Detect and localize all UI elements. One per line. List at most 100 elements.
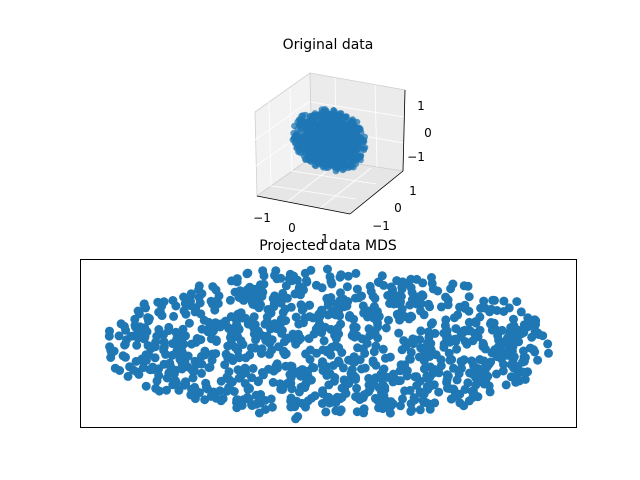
scatter-point-2d: [373, 396, 383, 406]
scatter-point-2d: [324, 380, 334, 390]
scatter-point-2d: [406, 274, 416, 284]
scatter-point-2d: [249, 312, 259, 322]
scatter-point-2d: [105, 326, 114, 336]
scatter-point-2d: [259, 271, 269, 281]
scatter-point-2d: [410, 395, 420, 405]
scatter-point-2d: [227, 377, 237, 387]
scatter-point-2d: [396, 360, 406, 370]
scatter-point-2d: [486, 318, 496, 327]
scatter-point-2d: [161, 349, 171, 359]
scatter-point-3d: [350, 153, 358, 160]
scatter-point-2d: [109, 346, 119, 356]
scatter-points-3d: [289, 106, 369, 175]
scatter-point-2d: [331, 406, 341, 416]
scatter-point-3d: [302, 111, 309, 119]
scatter-point-2d: [237, 400, 247, 410]
scatter-point-2d: [413, 292, 423, 302]
scatter-point-2d: [419, 397, 429, 407]
scatter-point-2d: [426, 339, 436, 348]
scatter-point-2d: [315, 312, 325, 322]
scatter-point-2d: [245, 282, 255, 292]
scatter-point-2d: [290, 289, 300, 299]
scatter-point-2d: [327, 279, 337, 289]
scatter-point-2d: [179, 339, 189, 349]
scatter-point-2d: [176, 364, 186, 374]
x-tick-label-1: 1: [321, 232, 329, 246]
scatter-point-2d: [280, 350, 290, 360]
scatter-point-2d: [272, 359, 282, 369]
scatter-point-2d: [267, 335, 277, 345]
scatter-point-2d: [295, 282, 305, 292]
scatter-point-2d: [135, 322, 145, 332]
scatter-point-2d: [323, 310, 333, 320]
scatter-point-2d: [336, 288, 345, 298]
scatter-point-2d: [343, 297, 353, 306]
scatter-point-2d: [126, 331, 136, 341]
scatter-point-2d: [268, 294, 278, 304]
scatter-point-2d: [291, 312, 301, 322]
scatter-point-2d: [381, 353, 390, 363]
scatter-point-2d: [393, 311, 403, 321]
scatter-point-2d: [347, 365, 357, 374]
scatter-point-2d: [512, 297, 522, 307]
scatter-point-2d: [467, 356, 477, 366]
scatter-point-2d: [445, 355, 455, 365]
scatter-point-2d: [405, 385, 415, 395]
scatter-point-2d: [396, 401, 405, 411]
scatter-point-3d: [335, 142, 342, 149]
scatter-point-2d: [232, 277, 242, 287]
scatter-point-2d: [519, 357, 529, 366]
scatter-point-3d: [346, 142, 354, 149]
scatter-point-2d: [175, 355, 185, 364]
scatter-point-2d: [114, 331, 124, 341]
scatter-point-3d: [325, 161, 333, 169]
scatter-point-3d: [311, 124, 318, 132]
scatter-point-2d: [428, 318, 437, 328]
scatter-point-2d: [415, 405, 425, 415]
scatter-point-2d: [374, 383, 384, 393]
scatter-point-2d: [171, 301, 181, 311]
scatter-point-3d: [332, 167, 340, 175]
scatter-point-3d: [300, 138, 308, 145]
scatter-point-2d: [189, 365, 199, 375]
scatter-point-3d: [333, 124, 340, 131]
x-tick-label-0: 0: [288, 221, 296, 235]
scatter-point-2d: [306, 375, 316, 385]
scatter-point-2d: [416, 306, 425, 316]
scatter-point-2d: [289, 271, 299, 281]
scatter-point-2d: [276, 318, 286, 328]
scatter-point-2d: [322, 293, 332, 303]
scatter-point-2d: [352, 383, 362, 393]
scatter-point-2d: [227, 327, 237, 337]
scatter-point-2d: [449, 363, 458, 373]
scatter-point-2d: [257, 344, 267, 354]
scatter-point-2d: [268, 377, 278, 387]
scatter-point-2d: [381, 323, 391, 333]
scatter-point-2d: [293, 329, 303, 339]
scatter-point-2d: [148, 362, 158, 372]
scatter-point-2d: [317, 283, 327, 293]
scatter-point-2d: [234, 324, 244, 334]
scatter-point-2d: [439, 342, 449, 352]
scatter-point-2d: [331, 341, 341, 351]
scatter-point-2d: [359, 404, 369, 414]
scatter-point-2d: [519, 327, 529, 337]
scatter-point-2d: [377, 271, 387, 281]
scatter-point-2d: [169, 311, 179, 321]
scatter-point-2d: [360, 348, 370, 358]
scatter-point-2d: [330, 373, 340, 382]
scatter-point-2d: [543, 339, 553, 349]
scatter-point-2d: [457, 363, 466, 373]
scatter-point-2d: [493, 342, 503, 352]
scatter-point-2d: [486, 304, 496, 314]
scatter-point-2d: [211, 318, 220, 328]
scatter-point-3d: [302, 150, 309, 157]
scatter-point-2d: [504, 341, 513, 351]
scatter-point-2d: [225, 384, 235, 394]
scatter-point-2d: [226, 353, 236, 363]
scatter-point-2d: [352, 407, 362, 417]
scatter-point-2d: [342, 282, 352, 292]
scatter-point-2d: [309, 363, 319, 373]
scatter-point-2d: [419, 389, 429, 399]
